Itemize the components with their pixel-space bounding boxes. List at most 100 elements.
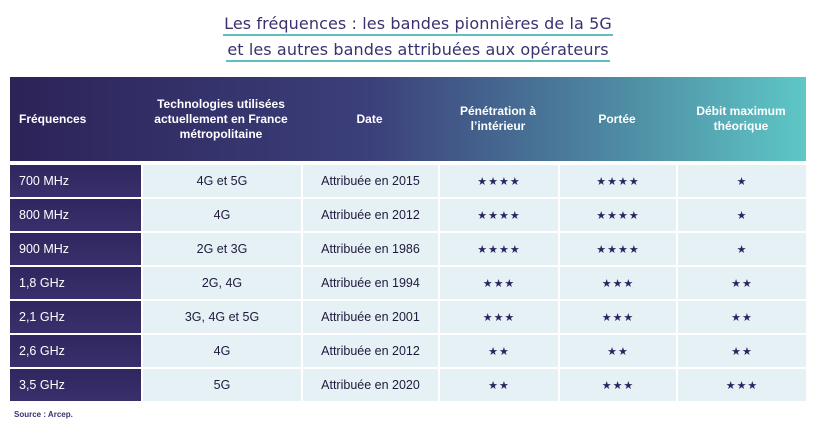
header-frequences: Fréquences bbox=[19, 111, 87, 126]
table-row: 900 MHz 2G et 3G Attribuée en 1986 ★★★★ ★★★★… bbox=[10, 233, 806, 265]
cell-date-text: Attribuée en 2012 bbox=[321, 344, 420, 358]
title-line-2: et les autres bandes attribuées aux opér… bbox=[226, 39, 610, 62]
cell-debit-text: ★★ bbox=[731, 277, 753, 290]
cell-debit: ★★ bbox=[678, 267, 806, 299]
cell-debit-text: ★★★ bbox=[725, 379, 759, 392]
cell-technologies-text: 3G, 4G et 5G bbox=[184, 310, 260, 324]
cell-penetration-text: ★★ bbox=[488, 379, 510, 392]
cell-date: Attribuée en 2012 bbox=[303, 335, 438, 367]
cell-technologies-text: 2G et 3G bbox=[196, 242, 248, 256]
cell-technologies-text: 2G, 4G bbox=[201, 276, 243, 290]
cell-frequency-text: 3,5 GHz bbox=[19, 378, 65, 392]
source-note: Source : Arcep. bbox=[14, 410, 73, 419]
cell-frequency: 700 MHz bbox=[10, 165, 141, 197]
cell-debit-text: ★ bbox=[736, 243, 748, 256]
cell-date-text: Attribuée en 1986 bbox=[321, 242, 420, 256]
cell-frequency: 2,6 GHz bbox=[10, 335, 141, 367]
cell-frequency: 2,1 GHz bbox=[10, 301, 141, 333]
cell-frequency: 1,8 GHz bbox=[10, 267, 141, 299]
cell-frequency: 3,5 GHz bbox=[10, 369, 141, 401]
cell-date-text: Attribuée en 2020 bbox=[321, 378, 420, 392]
cell-portee-text: ★★★ bbox=[601, 379, 635, 392]
cell-portee: ★★★ bbox=[560, 267, 676, 299]
cell-technologies: 4G bbox=[143, 335, 301, 367]
cell-portee: ★★★★ bbox=[560, 233, 676, 265]
cell-portee-text: ★★★★ bbox=[596, 243, 640, 256]
cell-date: Attribuée en 2001 bbox=[303, 301, 438, 333]
cell-portee: ★★★★ bbox=[560, 165, 676, 197]
header-portee: Portée bbox=[598, 111, 636, 126]
cell-portee-text: ★★★ bbox=[601, 277, 635, 290]
cell-debit-text: ★★ bbox=[731, 345, 753, 358]
cell-portee-text: ★★★ bbox=[601, 311, 635, 324]
cell-penetration-text: ★★ bbox=[488, 345, 510, 358]
cell-date: Attribuée en 1986 bbox=[303, 233, 438, 265]
cell-date: Attribuée en 2015 bbox=[303, 165, 438, 197]
cell-frequency-text: 2,1 GHz bbox=[19, 310, 65, 324]
cell-penetration-text: ★★★★ bbox=[477, 175, 521, 188]
header-debit: Débit maximum théorique bbox=[696, 104, 786, 133]
cell-frequency-text: 2,6 GHz bbox=[19, 344, 65, 358]
cell-portee-text: ★★ bbox=[607, 345, 629, 358]
cell-technologies: 4G et 5G bbox=[143, 165, 301, 197]
cell-date: Attribuée en 2020 bbox=[303, 369, 438, 401]
cell-technologies: 2G, 4G bbox=[143, 267, 301, 299]
cell-date-text: Attribuée en 1994 bbox=[321, 276, 420, 290]
table-row: 800 MHz 4G Attribuée en 2012 ★★★★ ★★★★ ★ bbox=[10, 199, 806, 231]
cell-portee: ★★★★ bbox=[560, 199, 676, 231]
cell-technologies: 5G bbox=[143, 369, 301, 401]
header-technologies: Technologies utilisées actuellement en F… bbox=[154, 96, 288, 141]
cell-debit: ★★ bbox=[678, 335, 806, 367]
cell-portee-text: ★★★★ bbox=[596, 209, 640, 222]
cell-frequency-text: 900 MHz bbox=[19, 242, 70, 256]
cell-date-text: Attribuée en 2012 bbox=[321, 208, 420, 222]
cell-date-text: Attribuée en 2001 bbox=[321, 310, 420, 324]
frequency-table: Fréquences Technologies utilisées actuel… bbox=[10, 77, 806, 401]
cell-portee: ★★★ bbox=[560, 301, 676, 333]
table-row: 3,5 GHz 5G Attribuée en 2020 ★★ ★★★ ★★★ bbox=[10, 369, 806, 401]
cell-debit: ★★★ bbox=[678, 369, 806, 401]
table-header: Fréquences Technologies utilisées actuel… bbox=[10, 77, 806, 161]
cell-portee: ★★ bbox=[560, 335, 676, 367]
cell-technologies-text: 5G bbox=[213, 378, 231, 392]
cell-technologies: 4G bbox=[143, 199, 301, 231]
table-row: 1,8 GHz 2G, 4G Attribuée en 1994 ★★★ ★★★ ★★ bbox=[10, 267, 806, 299]
cell-frequency: 800 MHz bbox=[10, 199, 141, 231]
title-line-1: Les fréquences : les bandes pionnières d… bbox=[223, 13, 613, 36]
cell-debit: ★ bbox=[678, 233, 806, 265]
table-row: 2,6 GHz 4G Attribuée en 2012 ★★ ★★ ★★ bbox=[10, 335, 806, 367]
cell-technologies: 2G et 3G bbox=[143, 233, 301, 265]
cell-penetration: ★★★★ bbox=[440, 199, 558, 231]
cell-penetration: ★★★★ bbox=[440, 165, 558, 197]
cell-frequency-text: 1,8 GHz bbox=[19, 276, 65, 290]
header-penetration: Pénétration à l’intérieur bbox=[459, 104, 537, 133]
cell-technologies-text: 4G et 5G bbox=[196, 174, 248, 188]
cell-penetration-text: ★★★ bbox=[482, 277, 516, 290]
cell-debit-text: ★★ bbox=[731, 311, 753, 324]
cell-date: Attribuée en 1994 bbox=[303, 267, 438, 299]
header-date: Date bbox=[356, 111, 383, 126]
cell-penetration-text: ★★★★ bbox=[477, 243, 521, 256]
cell-technologies: 3G, 4G et 5G bbox=[143, 301, 301, 333]
cell-debit: ★ bbox=[678, 199, 806, 231]
cell-debit-text: ★ bbox=[736, 175, 748, 188]
cell-debit: ★★ bbox=[678, 301, 806, 333]
table-row: 700 MHz 4G et 5G Attribuée en 2015 ★★★★ ★★★★… bbox=[10, 165, 806, 197]
cell-frequency: 900 MHz bbox=[10, 233, 141, 265]
table-row: 2,1 GHz 3G, 4G et 5G Attribuée en 2001 ★★★ ★… bbox=[10, 301, 806, 333]
cell-debit: ★ bbox=[678, 165, 806, 197]
cell-penetration-text: ★★★★ bbox=[477, 209, 521, 222]
page-title: Les fréquences : les bandes pionnières d… bbox=[0, 12, 836, 64]
cell-technologies-text: 4G bbox=[213, 208, 231, 222]
cell-date-text: Attribuée en 2015 bbox=[321, 174, 420, 188]
cell-date: Attribuée en 2012 bbox=[303, 199, 438, 231]
cell-debit-text: ★ bbox=[736, 209, 748, 222]
cell-portee: ★★★ bbox=[560, 369, 676, 401]
cell-penetration: ★★ bbox=[440, 335, 558, 367]
cell-frequency-text: 700 MHz bbox=[19, 174, 70, 188]
cell-penetration: ★★★★ bbox=[440, 233, 558, 265]
cell-technologies-text: 4G bbox=[213, 344, 231, 358]
cell-penetration: ★★★ bbox=[440, 301, 558, 333]
cell-penetration: ★★★ bbox=[440, 267, 558, 299]
cell-portee-text: ★★★★ bbox=[596, 175, 640, 188]
